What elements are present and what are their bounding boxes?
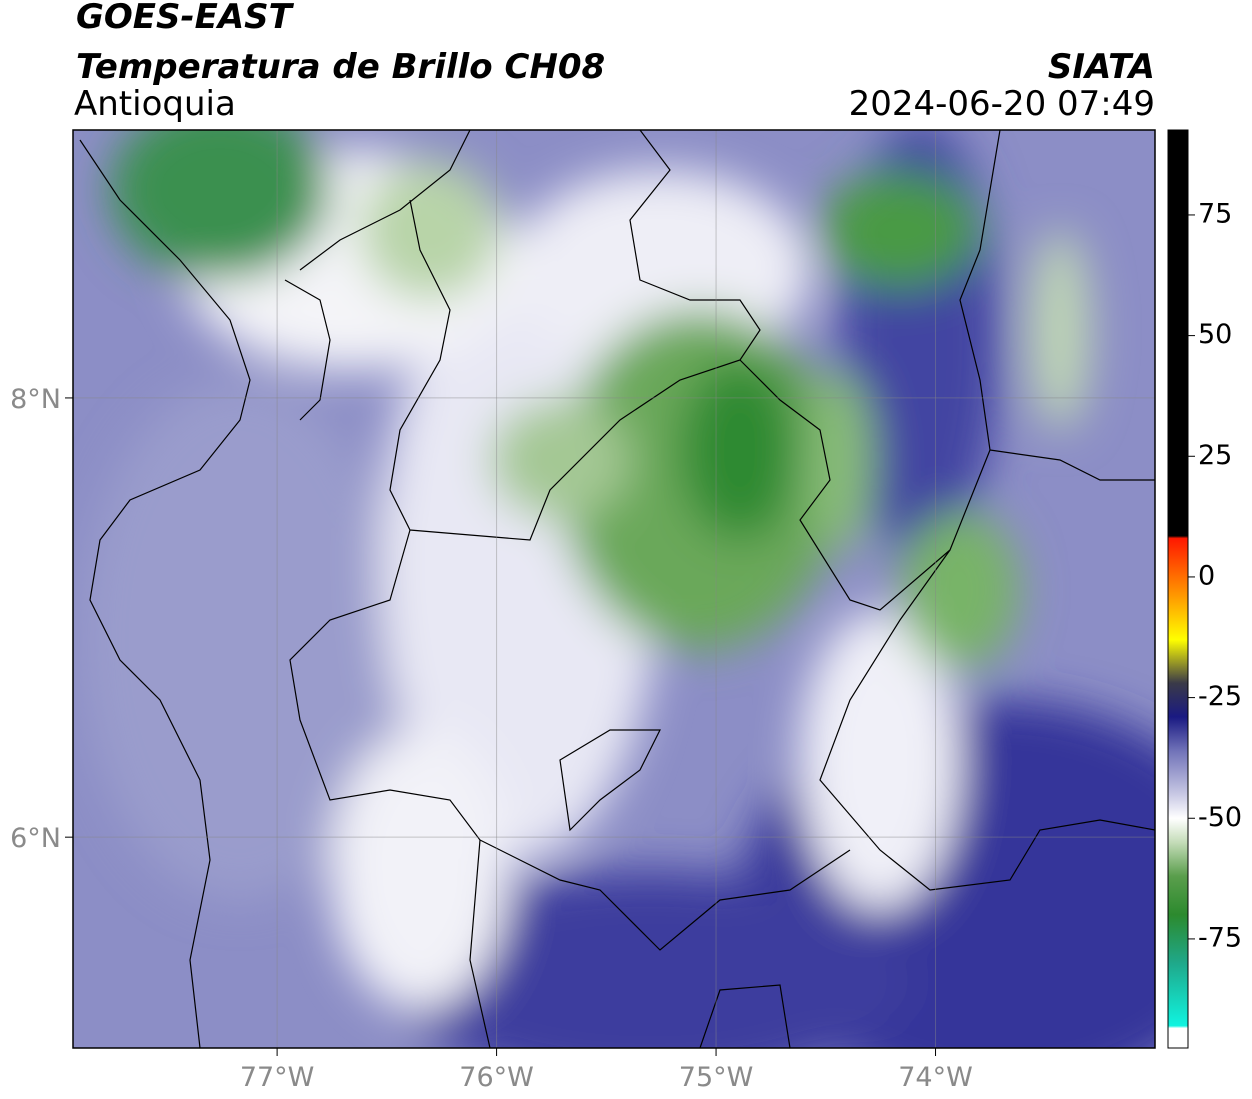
region: Antioquia	[74, 84, 236, 124]
colorbar-label: -50	[1198, 802, 1242, 833]
satellite-image	[73, 130, 1155, 1048]
y-tick-label: 6°N	[10, 823, 61, 854]
x-tick-label: 74°W	[898, 1062, 973, 1093]
y-tick-label: 8°N	[10, 384, 61, 415]
colorbar	[1167, 129, 1189, 1049]
colorbar-label: 25	[1198, 440, 1232, 471]
x-tick-label: 76°W	[459, 1062, 534, 1093]
colorbar-label: 50	[1198, 319, 1232, 350]
colorbar-label: 0	[1198, 560, 1215, 591]
x-tick-label: 77°W	[240, 1062, 315, 1093]
map-frame	[72, 129, 1156, 1049]
datetime: 2024-06-20 07:49	[849, 84, 1155, 124]
title: GOES-EAST	[76, 0, 295, 37]
colorbar-label: -25	[1198, 681, 1242, 712]
x-tick-label: 75°W	[679, 1062, 754, 1093]
source: SIATA	[1048, 47, 1155, 87]
subtitle: Temperatura de Brillo CH08	[76, 47, 605, 87]
colorbar-label: 75	[1198, 198, 1232, 229]
colorbar-label: -75	[1198, 922, 1242, 953]
